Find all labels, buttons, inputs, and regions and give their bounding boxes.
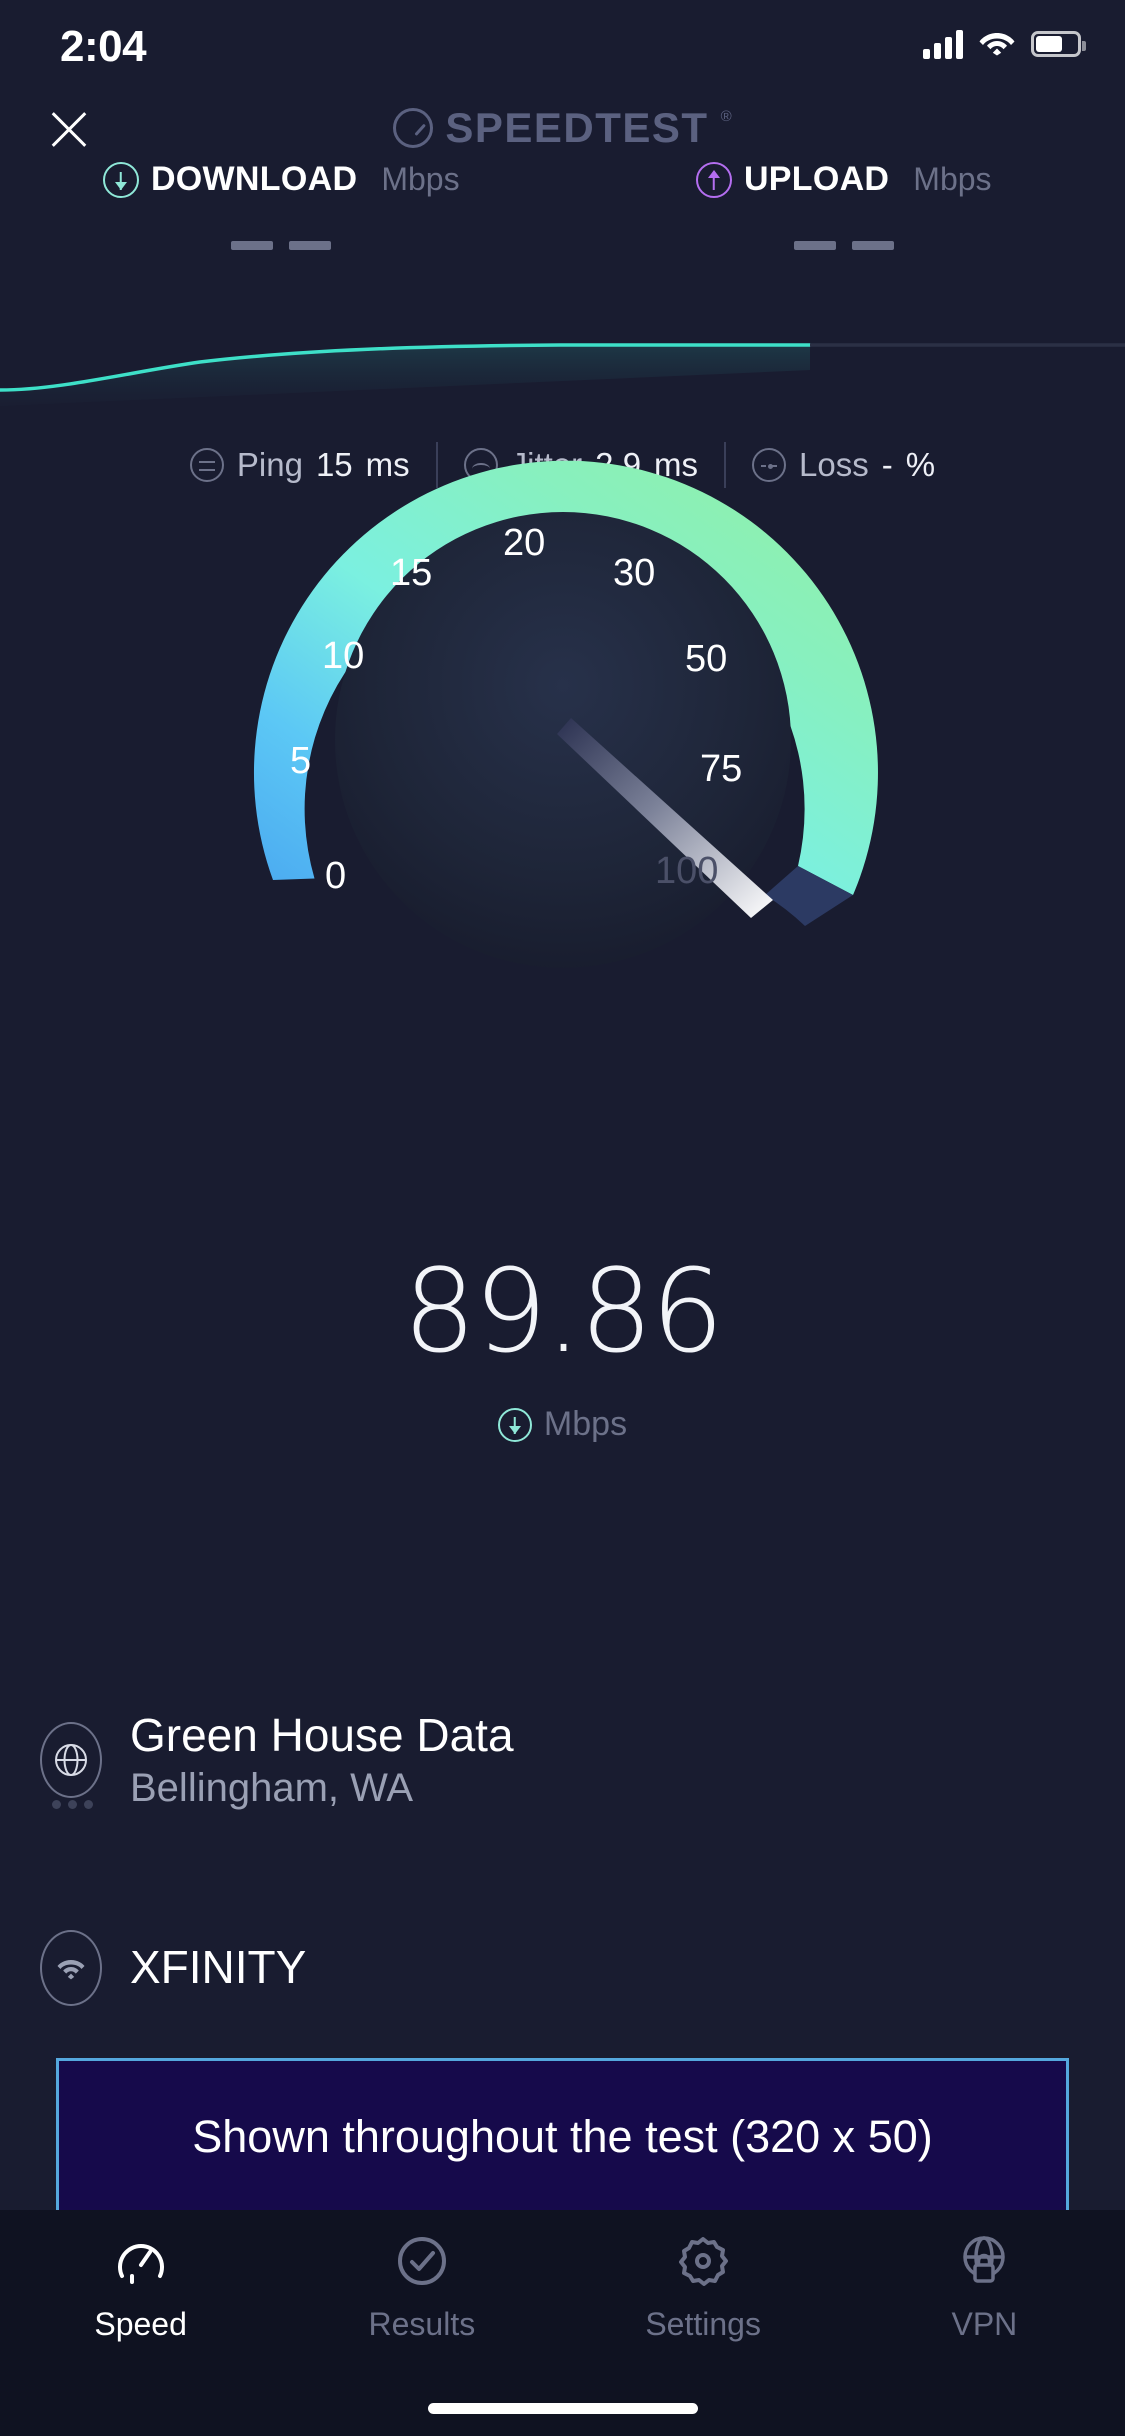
gauge-tick-5: 5 [290,740,312,782]
globe-lock-icon [955,2232,1013,2290]
status-bar-icons [923,26,1086,61]
wifi-icon [40,1930,102,2006]
isp-row[interactable]: XFINITY [40,1930,1085,2006]
download-metric: DOWNLOAD Mbps [0,160,563,270]
arrow-down-circle-icon [102,161,139,198]
gauge-tick-0: 0 [325,855,347,897]
loss-label: Loss [799,446,869,483]
tab-settings[interactable]: Settings [563,2210,844,2370]
arrow-up-circle-icon [695,161,732,198]
loss-value: - [881,446,893,483]
speedometer-icon [112,2232,170,2290]
download-unit: Mbps [381,161,460,197]
gauge-tick-20: 20 [503,522,546,564]
divider [724,442,727,488]
speedometer-logo-icon [393,108,434,148]
gauge-tick-75: 75 [700,748,743,790]
speed-unit-label: Mbps [543,1405,628,1443]
arrow-down-circle-icon [497,1407,532,1442]
server-name: Green House Data [130,1709,514,1761]
wifi-icon [977,26,1017,61]
ping-value: 15 [315,446,353,483]
upload-value-placeholder [793,241,894,250]
upload-unit: Mbps [913,161,992,197]
tab-vpn[interactable]: VPN [844,2210,1125,2370]
cellular-signal-icon [923,29,963,59]
gauge-tick-15: 15 [390,552,433,594]
trademark-symbol: ® [720,108,732,125]
ping-icon [189,448,224,482]
speed-value: 89.86 [402,1245,724,1379]
gauge-tick-100: 100 [655,850,719,892]
gauge-tick-10: 10 [322,635,365,677]
loss-unit: % [905,446,936,483]
loss-icon [752,448,787,482]
globe-icon [40,1722,102,1799]
brand-wordmark: SPEEDTEST [445,104,709,151]
status-bar: 2:04 [0,0,1125,100]
ping-unit: ms [365,446,410,483]
ping-label: Ping [236,446,303,483]
upload-metric: UPLOAD Mbps [563,160,1125,270]
download-value-placeholder [231,241,332,250]
status-bar-time: 2:04 [60,22,147,71]
isp-name: XFINITY [130,1941,307,1994]
tab-settings-label: Settings [645,2306,761,2342]
download-upload-summary: DOWNLOAD Mbps UPLOAD Mbps [0,160,1125,270]
gear-icon [674,2232,732,2290]
battery-icon [1031,30,1086,57]
tab-results-label: Results [368,2306,476,2342]
upload-label: UPLOAD [743,160,890,198]
tab-results[interactable]: Results [281,2210,562,2370]
speed-gauge: 0 5 10 15 20 30 50 75 100 [0,440,1125,980]
speedtest-logo: SPEEDTEST ® [0,104,1125,152]
ping-metric: Ping 15 ms [164,446,436,484]
server-text: Green House Data Bellingham, WA [130,1709,514,1811]
bottom-tab-bar: Speed Results Settings [0,2210,1125,2436]
loss-metric: Loss - % [726,446,961,484]
ad-banner-text: Shown throughout the test (320 x 50) [192,2111,933,2162]
check-circle-icon [393,2232,451,2290]
divider [435,442,438,488]
home-indicator [427,2403,698,2414]
gauge-tick-30: 30 [613,552,656,594]
download-label: DOWNLOAD [150,160,358,198]
server-row[interactable]: Green House Data Bellingham, WA [40,1709,1085,1811]
more-dots-icon[interactable] [52,1800,93,1809]
tab-speed-label: Speed [94,2306,187,2342]
ad-banner[interactable]: Shown throughout the test (320 x 50) [56,2058,1069,2216]
tab-vpn-label: VPN [951,2306,1018,2342]
tab-speed[interactable]: Speed [0,2210,281,2370]
server-location: Bellingham, WA [130,1765,414,1810]
speed-unit: Mbps [0,1405,1125,1444]
gauge-tick-50: 50 [685,638,728,680]
throughput-graph [0,320,1125,430]
